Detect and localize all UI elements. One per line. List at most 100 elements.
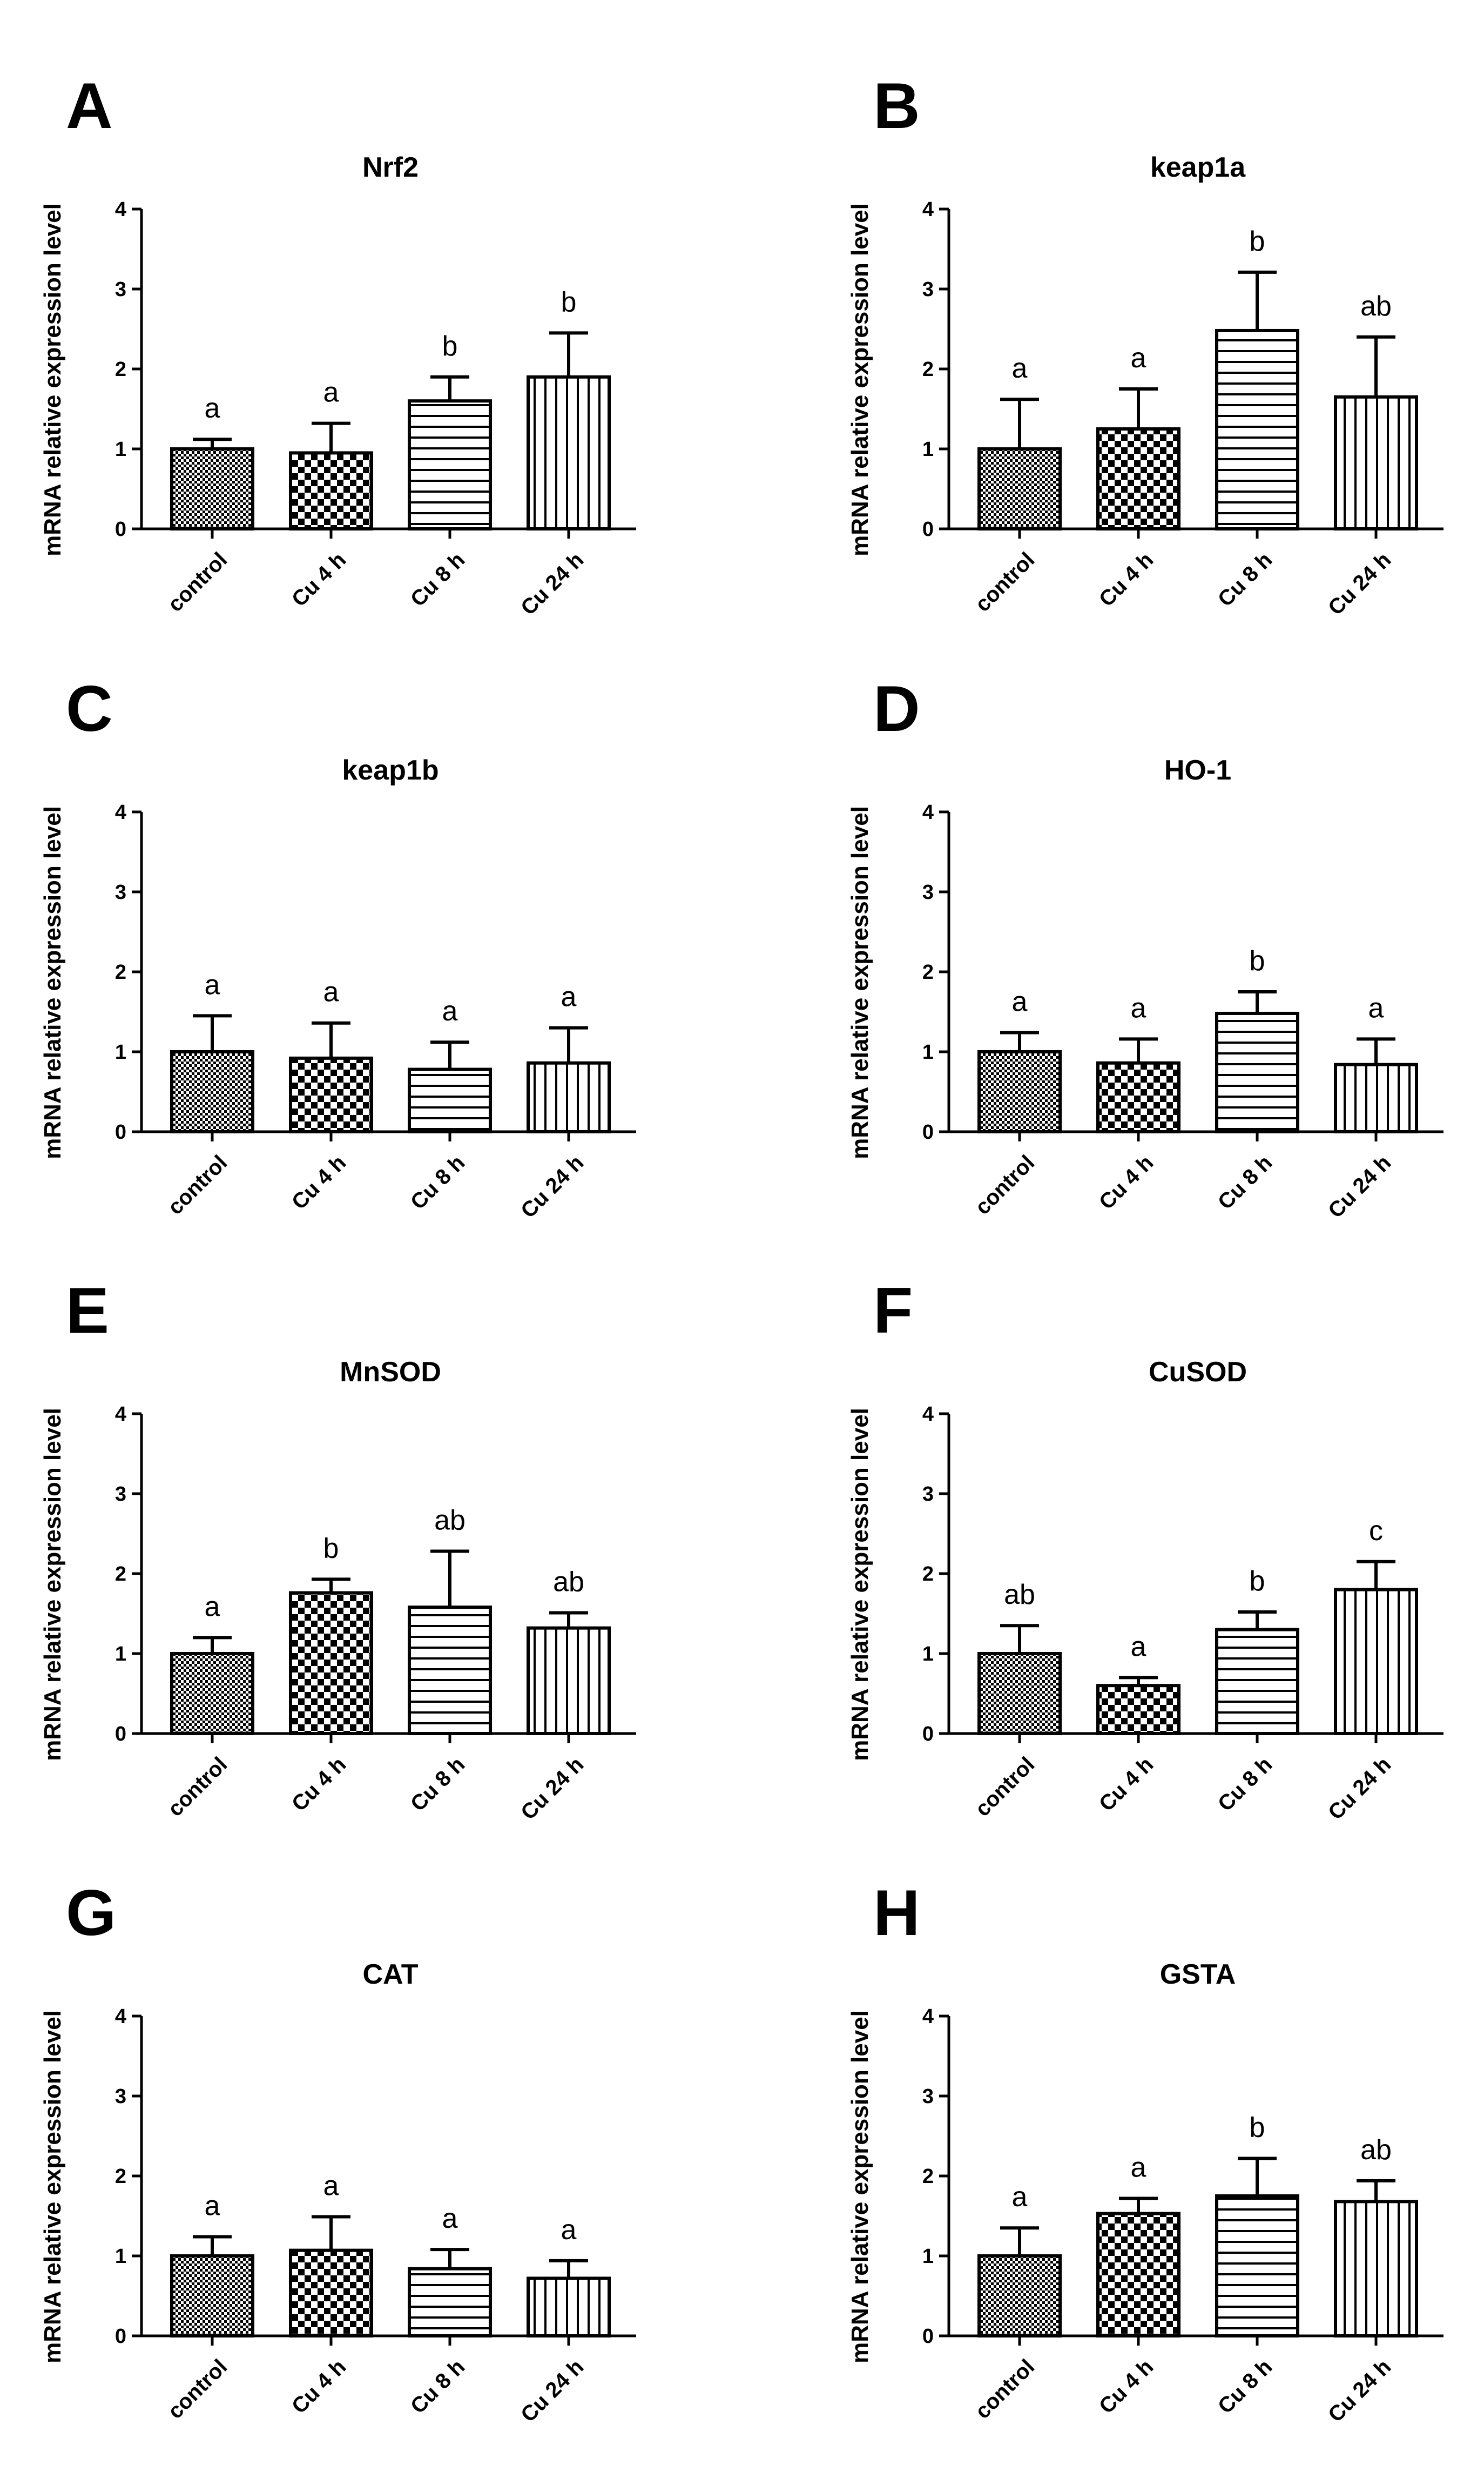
bar [527,1061,611,1133]
significance-label: b [1250,2112,1265,2143]
y-tick-label: 1 [922,2245,934,2268]
x-tick-label: Cu 4 h [1095,2355,1158,2419]
panel-letter: G [66,1877,116,1949]
significance-label: a [561,982,577,1013]
significance-label: a [323,377,339,408]
x-tick-label: Cu 24 h [1324,2355,1395,2427]
y-tick-label: 2 [922,2165,934,2188]
significance-label: b [561,286,577,318]
y-tick-label: 1 [922,1041,934,1064]
significance-label: a [1131,2152,1146,2183]
bar [408,1067,492,1134]
significance-label: a [561,2214,577,2246]
y-tick-label: 0 [115,1121,126,1144]
x-tick-label: Cu 8 h [1213,548,1277,612]
y-axis-label: mRNA relative expression level [847,1408,873,1761]
significance-label: c [1369,1515,1383,1547]
x-tick-label: Cu 24 h [516,1752,588,1824]
x-tick-label: Cu 24 h [1324,1151,1395,1222]
chart-title: keap1b [342,755,439,786]
significance-label: a [1012,986,1028,1017]
x-tick-label: control [163,548,232,616]
chart-panel: A Nrf2 mRNA relative expression level 0 1 2 3 4… [39,70,636,620]
x-tick-label: Cu 4 h [287,1151,351,1214]
y-tick-label: 1 [115,2245,126,2268]
panel-letter: A [66,70,113,142]
significance-label: ab [1004,1579,1035,1610]
bar [1096,1061,1181,1133]
bar [1215,328,1299,531]
panels: A Nrf2 mRNA relative expression level 0 1 2 3 4… [39,70,1443,2427]
panel-letter: D [873,673,920,745]
bar [977,1050,1062,1133]
y-tick-label: 4 [115,801,126,824]
significance-label: a [323,2170,339,2201]
y-axis-label: mRNA relative expression level [847,2010,873,2363]
y-tick-label: 2 [922,358,934,381]
y-tick-label: 0 [922,2325,934,2348]
chart-panel: H GSTA mRNA relative expression level 0 1 2 3 4… [847,1877,1443,2427]
x-tick-label: control [163,1151,232,1219]
bar [408,1606,492,1735]
y-tick-label: 4 [115,2005,126,2028]
bar [977,2254,1062,2337]
x-tick-label: Cu 8 h [406,2355,470,2419]
chart-panel: E MnSOD mRNA relative expression level 0 1 2 3… [39,1274,636,1825]
chart-title: MnSOD [340,1356,441,1388]
chart-panel: F CuSOD mRNA relative expression level 0 1 2 3… [847,1274,1443,1825]
panel-letter: F [873,1274,913,1347]
chart-panel: G CAT mRNA relative expression level 0 1 2 3 4 a… [39,1877,636,2427]
y-tick-label: 0 [115,2325,126,2348]
y-tick-label: 2 [922,1563,934,1586]
y-tick-label: 4 [922,801,934,824]
significance-label: b [442,331,458,362]
significance-label: ab [1360,2134,1392,2166]
chart-title: CAT [362,1959,418,1990]
x-tick-label: control [163,1752,232,1821]
significance-label: a [205,2190,220,2221]
x-tick-label: Cu 4 h [287,548,351,612]
chart-title: HO-1 [1164,755,1231,786]
bar [1096,427,1181,530]
y-tick-label: 0 [922,1121,934,1144]
bar [289,451,373,531]
bar [1096,2212,1181,2338]
x-tick-label: control [970,1752,1039,1821]
bar [527,375,611,530]
bar [527,1626,611,1735]
y-tick-label: 3 [922,278,934,301]
x-tick-label: Cu 24 h [516,1151,588,1222]
x-tick-label: Cu 8 h [1213,1752,1277,1816]
bar [1334,2200,1418,2338]
y-tick-label: 2 [115,961,126,984]
x-tick-label: Cu 8 h [406,1752,470,1816]
y-tick-label: 3 [115,881,126,904]
x-tick-label: control [970,2355,1039,2423]
significance-label: a [1012,2181,1028,2213]
bar [1215,2194,1299,2337]
y-tick-label: 0 [115,518,126,541]
y-tick-label: 1 [115,1041,126,1064]
x-tick-label: Cu 4 h [1095,1151,1158,1214]
bar [977,1652,1062,1735]
chart-title: Nrf2 [362,152,419,183]
chart-title: keap1a [1150,152,1246,183]
significance-label: a [1368,992,1384,1024]
y-tick-label: 2 [115,1563,126,1586]
y-tick-label: 2 [922,961,934,984]
significance-label: b [1250,1566,1265,1597]
x-tick-label: Cu 24 h [1324,548,1395,620]
bar [1096,1684,1181,1735]
y-tick-label: 4 [922,198,934,221]
x-tick-label: control [970,548,1039,616]
y-tick-label: 4 [115,1403,126,1426]
y-tick-label: 1 [922,438,934,461]
significance-label: ab [434,1505,466,1536]
significance-label: a [205,1591,220,1622]
bar [289,2248,373,2338]
y-tick-label: 4 [922,2005,934,2028]
significance-label: a [205,393,220,424]
bar [1215,1628,1299,1736]
